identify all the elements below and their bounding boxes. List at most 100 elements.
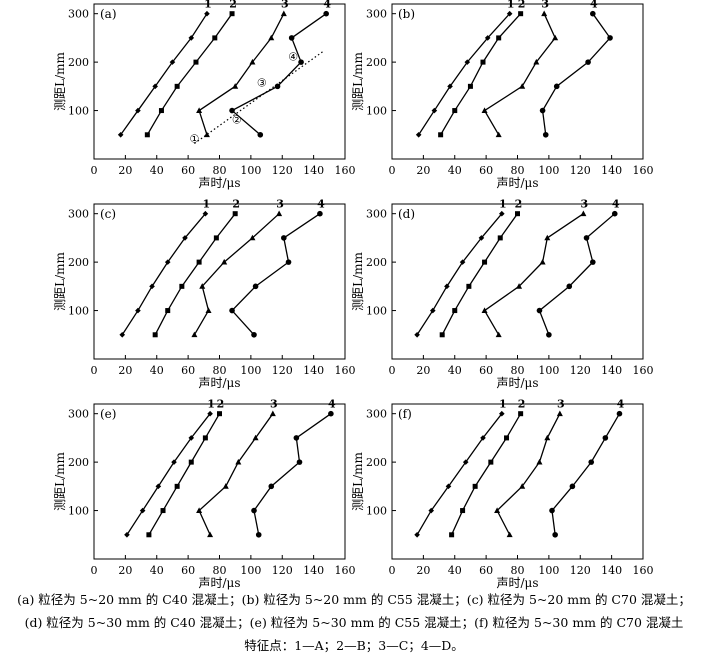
series-3: 3 [196, 398, 278, 538]
y-tick-label: 100 [68, 505, 89, 518]
series-label: 1 [207, 398, 215, 411]
x-tick-label: 140 [601, 164, 622, 177]
annotation-label: ① [189, 133, 199, 146]
x-tick-label: 40 [150, 364, 164, 377]
data-point [467, 83, 473, 89]
data-point [281, 235, 287, 241]
data-point [196, 107, 203, 113]
y-tick-label: 200 [366, 56, 387, 69]
data-point [494, 507, 501, 513]
data-point [171, 459, 177, 465]
data-point [536, 307, 543, 314]
series-line [441, 213, 519, 336]
caption-line-2: (d) 粒径为 5~30 mm 的 C40 混凝土；(e) 粒径为 5~30 m… [24, 615, 684, 630]
chart-panel-5: 0 20 40 60 80 100 120 140 160 100 200 300 声时/μs 测距L/m… [53, 398, 356, 590]
data-point [429, 307, 436, 314]
series-line [253, 413, 332, 535]
x-tick-label: 80 [213, 164, 227, 177]
series-2: 2 [144, 0, 237, 138]
series-label: 4 [617, 398, 625, 411]
data-point [135, 307, 141, 314]
data-point [202, 435, 208, 441]
x-tick-label: 100 [538, 164, 559, 177]
series-label: 2 [229, 0, 237, 11]
data-point [119, 331, 126, 338]
series-line [120, 13, 208, 136]
y-tick-label: 300 [68, 208, 89, 221]
series-3: 3 [481, 198, 588, 338]
x-tick-label: 120 [272, 564, 293, 577]
x-tick-label: 120 [570, 364, 591, 377]
panel-label: (b) [398, 7, 415, 21]
series-line [126, 413, 211, 536]
x-tick-label: 40 [150, 564, 164, 577]
data-point [566, 283, 573, 290]
data-point [452, 308, 458, 314]
series-line [230, 13, 327, 136]
series-line [483, 213, 584, 336]
data-point [552, 531, 558, 538]
data-point [497, 235, 503, 241]
y-tick-label: 300 [68, 408, 89, 421]
data-point [251, 331, 257, 338]
series-label: 1 [204, 0, 212, 11]
data-point [444, 283, 450, 290]
data-point [222, 483, 229, 489]
series-line [440, 13, 522, 136]
x-tick-label: 100 [538, 364, 559, 377]
x-tick-label: 80 [213, 364, 227, 377]
y-tick-label: 100 [366, 305, 387, 318]
series-label: 4 [590, 0, 598, 11]
data-point [188, 35, 195, 41]
data-point [506, 10, 513, 17]
series-3: 3 [494, 398, 565, 538]
y-tick-label: 200 [366, 456, 387, 469]
data-point [480, 435, 486, 441]
y-tick-label: 300 [366, 408, 387, 421]
data-point [179, 283, 185, 289]
x-axis-label: 声时/μs [198, 176, 240, 190]
x-tick-label: 0 [389, 564, 396, 577]
data-point [516, 283, 523, 289]
data-point [544, 434, 551, 441]
data-point [229, 107, 235, 114]
x-tick-label: 120 [272, 364, 293, 377]
data-point [165, 308, 171, 314]
data-point [506, 531, 513, 538]
x-tick-label: 80 [511, 364, 525, 377]
x-axis-label: 声时/μs [496, 576, 538, 590]
figure: 0 20 40 60 80 100 120 140 160100200300声时/μs测距L/m… [53, 0, 654, 590]
x-axis-label: 声时/μs [496, 376, 538, 390]
x-tick-label: 0 [91, 364, 98, 377]
x-tick-label: 60 [181, 364, 195, 377]
data-point [188, 435, 195, 441]
data-point [495, 131, 502, 138]
x-tick-label: 120 [570, 564, 591, 577]
series-label: 1 [203, 198, 211, 211]
trend-line [194, 50, 324, 144]
series-label: 3 [557, 398, 565, 411]
series-2: 2 [152, 198, 240, 338]
x-tick-label: 140 [303, 564, 324, 577]
series-line [198, 413, 274, 536]
x-tick-label: 80 [511, 564, 525, 577]
data-point [583, 235, 590, 241]
series-3: 3 [481, 0, 559, 138]
data-point [276, 210, 283, 217]
data-point [207, 531, 214, 538]
data-point [515, 211, 520, 217]
data-point [323, 10, 329, 17]
data-point [556, 410, 563, 417]
y-tick-label: 300 [366, 208, 387, 221]
x-tick-label: 140 [601, 364, 622, 377]
data-point [164, 259, 171, 265]
x-tick-label: 20 [118, 564, 132, 577]
data-point [447, 83, 453, 90]
data-point [174, 83, 180, 89]
x-axis-label: 声时/μs [198, 376, 240, 390]
series-1: 1 [124, 398, 215, 538]
series-3: 3 [196, 0, 289, 138]
data-point [452, 108, 458, 114]
x-tick-label: 160 [335, 164, 356, 177]
x-tick-label: 100 [538, 564, 559, 577]
